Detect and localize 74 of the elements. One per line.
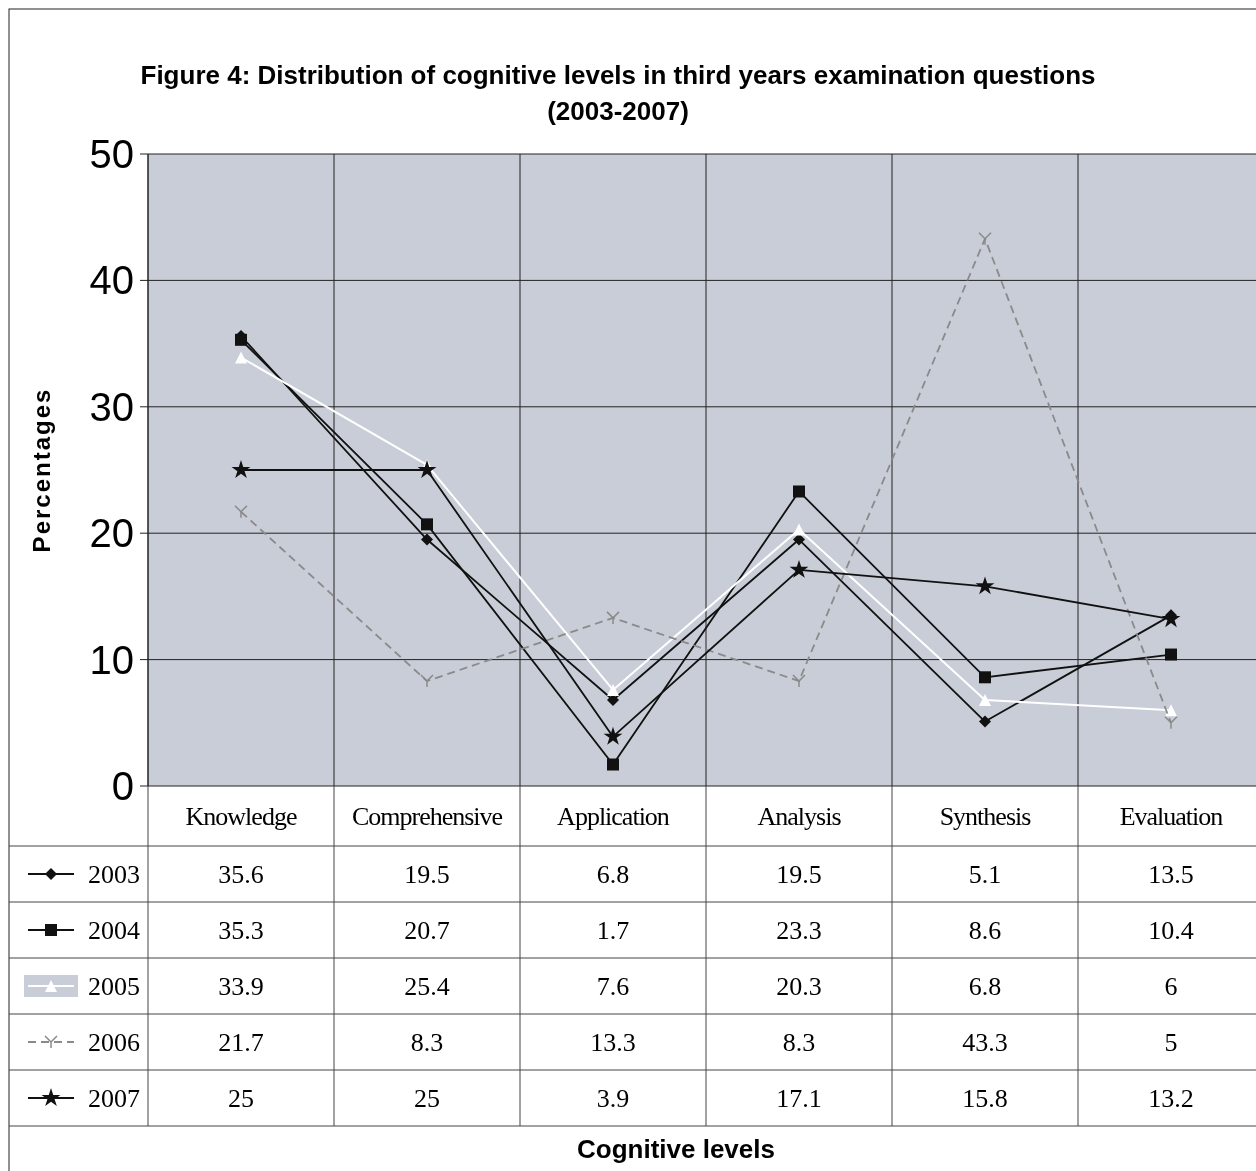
- point: [979, 715, 991, 728]
- y-tick-label: 50: [89, 132, 134, 176]
- y-axis-title: Percentages: [28, 387, 55, 553]
- data-label: 8.3: [782, 1028, 816, 1058]
- legend-label: 2004: [88, 916, 140, 946]
- data-label: 10.4: [1148, 916, 1194, 946]
- data-label: 5.1: [968, 860, 1002, 890]
- data-label: 6: [1164, 972, 1178, 1002]
- data-label: 43.3: [962, 1028, 1008, 1058]
- point: [606, 611, 620, 625]
- data-label: 23.3: [776, 916, 822, 946]
- x-tick-label: Synthesis: [939, 802, 1032, 832]
- data-label: 13.5: [1148, 860, 1194, 890]
- data-label: 1.7: [596, 916, 630, 946]
- data-label: 33.9: [218, 972, 264, 1002]
- chart-title: Figure 4: Distribution of cognitive levels in third years examination questions (2003-2007): [140, 60, 1096, 126]
- data-label: 6.8: [968, 972, 1002, 1002]
- data-label: 35.3: [218, 916, 264, 946]
- legend-label: 2003: [88, 860, 140, 890]
- data-label: 25.4: [404, 972, 450, 1002]
- x-tick-label: Knowledge: [185, 802, 297, 832]
- data-label: 20.7: [404, 916, 450, 946]
- point: [234, 504, 248, 519]
- x-tick-label: Analysis: [757, 802, 842, 832]
- data-label: 17.1: [776, 1084, 822, 1114]
- data-label: 13.2: [1148, 1084, 1194, 1114]
- point: [793, 523, 805, 536]
- point: [1161, 609, 1181, 628]
- legend-label: 2005: [88, 972, 140, 1002]
- point: [607, 683, 619, 696]
- data-label: 15.8: [962, 1084, 1008, 1114]
- x-tick-label: Comprehensive: [351, 802, 503, 832]
- data-label: 7.6: [596, 972, 630, 1002]
- point: [607, 758, 619, 771]
- y-tick-label: 10: [89, 637, 134, 682]
- legend-label: 2007: [88, 1084, 140, 1114]
- point: [421, 518, 433, 531]
- point: [793, 485, 805, 498]
- point: [789, 559, 809, 578]
- data-label: 21.7: [218, 1028, 264, 1058]
- point: [979, 694, 991, 707]
- point: [979, 671, 991, 684]
- point: [421, 533, 433, 546]
- data-label: 6.8: [596, 860, 630, 890]
- data-label: 5: [1164, 1028, 1178, 1058]
- point: [978, 231, 992, 246]
- point: [792, 674, 806, 688]
- data-label: 8.3: [410, 1028, 444, 1058]
- data-label: 19.5: [404, 860, 450, 890]
- x-tick-label: Evaluation: [1119, 802, 1224, 832]
- point: [417, 460, 437, 479]
- data-label: 25: [228, 1084, 254, 1114]
- data-label: 20.3: [776, 972, 822, 1002]
- data-label: 25: [414, 1084, 440, 1114]
- data-label: 13.3: [590, 1028, 636, 1058]
- x-tick-label: Application: [557, 802, 670, 832]
- y-tick-label: 40: [89, 258, 134, 303]
- data-label: 3.9: [596, 1084, 630, 1114]
- y-tick-label: 0: [111, 764, 134, 808]
- point: [420, 674, 434, 688]
- legend-label: 2006: [88, 1028, 140, 1058]
- point: [1165, 648, 1177, 661]
- point: [1164, 716, 1178, 730]
- point: [1165, 704, 1177, 717]
- data-label: 19.5: [776, 860, 822, 890]
- text: Cognitive levels: [577, 1134, 775, 1164]
- point: [231, 460, 251, 479]
- point: [975, 576, 995, 595]
- data-label: 8.6: [968, 916, 1002, 946]
- y-tick-label: 20: [89, 511, 134, 556]
- data-label: 35.6: [218, 860, 264, 890]
- point: [235, 351, 247, 364]
- y-tick-label: 30: [89, 384, 134, 429]
- point: [603, 726, 623, 745]
